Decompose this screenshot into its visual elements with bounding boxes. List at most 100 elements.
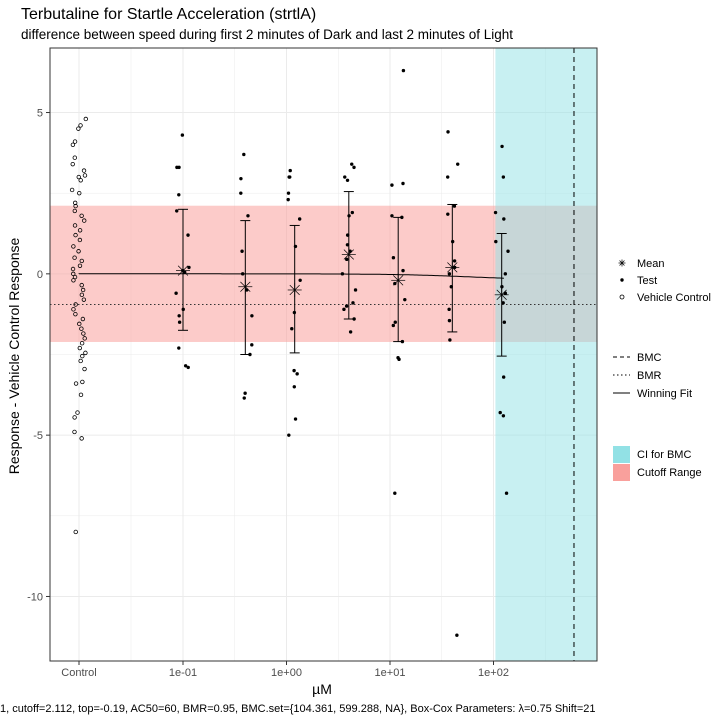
legend-label: Cutoff Range	[637, 467, 702, 479]
mean-marker	[238, 279, 253, 294]
test-point	[177, 314, 181, 318]
vehicle-control-point	[81, 331, 86, 336]
test-point	[175, 209, 179, 213]
vehicle-control-point	[79, 341, 85, 346]
x-tick-label: 1e+01	[375, 667, 406, 679]
test-point	[455, 633, 459, 637]
chart-title: Terbutaline for Startle Acceleration (st…	[21, 6, 316, 23]
test-point	[293, 417, 298, 421]
vehicle-control-point	[78, 178, 83, 183]
vehicle-control-point	[72, 155, 77, 160]
test-point	[502, 217, 506, 221]
test-point	[353, 288, 358, 292]
vehicle-control-point	[72, 223, 78, 228]
test-point	[242, 396, 246, 400]
vehicle-control-point	[72, 208, 78, 214]
ci-bmc-band	[495, 48, 597, 661]
vehicle-control-point	[80, 379, 85, 385]
test-point	[401, 68, 406, 73]
legend-label: Vehicle Control	[637, 292, 711, 304]
vehicle-control-point	[73, 203, 78, 209]
chart-subtitle: difference between speed during first 2 …	[21, 27, 513, 42]
test-point	[501, 375, 506, 379]
mean-marker-stroke	[393, 275, 404, 286]
legend-fill-swatch	[613, 446, 630, 463]
test-point	[391, 256, 396, 260]
x-axis-title: µM	[312, 681, 332, 697]
vehicle-control-point	[77, 263, 83, 268]
test-point	[239, 191, 243, 195]
test-point	[177, 320, 182, 324]
y-tick-label: 0	[37, 269, 43, 281]
test-point	[246, 214, 250, 218]
legend-item-asterisk: Mean	[618, 258, 665, 270]
vehicle-control-point	[81, 168, 87, 173]
legend-open-circle-icon	[619, 294, 625, 300]
mean-marker	[341, 247, 356, 262]
legend-label: BMC	[637, 352, 662, 364]
x-tick-label: 1e+00	[271, 667, 302, 679]
vehicle-control-point	[80, 353, 85, 359]
test-point	[446, 130, 450, 134]
vehicle-control-point	[82, 173, 88, 178]
vehicle-control-point	[80, 287, 86, 293]
mean-marker	[176, 263, 190, 278]
mean-marker	[445, 260, 460, 275]
test-point	[493, 210, 498, 215]
legend-item-dot: Test	[620, 275, 657, 287]
legend-label: BMR	[637, 370, 662, 382]
vehicle-control-point	[77, 237, 83, 243]
vehicle-control-point	[78, 392, 84, 398]
test-point	[345, 257, 349, 262]
mean-marker	[494, 287, 509, 302]
test-point	[504, 491, 509, 495]
test-point	[393, 491, 397, 495]
test-point	[345, 243, 350, 247]
mean-marker-stroke	[619, 260, 625, 266]
test-point	[186, 233, 190, 237]
mean-marker-stroke	[496, 289, 507, 300]
test-point	[239, 176, 243, 181]
test-point	[180, 133, 185, 137]
mean-marker-stroke	[343, 249, 354, 260]
footer-note: 1, cutoff=2.112, top=-0.19, AC50=60, BMR…	[0, 703, 596, 715]
test-point	[340, 272, 345, 276]
vehicle-control-point	[72, 139, 78, 144]
test-point	[290, 326, 294, 331]
vehicle-control-point	[79, 282, 84, 288]
legend-item-solid: Winning Fit	[613, 388, 692, 400]
legend-item-dotted: BMR	[613, 370, 662, 382]
test-point	[350, 210, 355, 215]
test-point	[177, 346, 181, 350]
vehicle-control-point	[71, 307, 76, 312]
test-point	[401, 268, 405, 273]
plot-panel	[49, 47, 598, 662]
mean-marker-stroke	[240, 281, 251, 292]
vehicle-control-point	[73, 311, 78, 317]
legend-item-dashed: BMC	[613, 352, 662, 364]
test-point	[390, 214, 394, 218]
legend: Mean Test Vehicle Control BMC BMR Winning Fit…	[613, 258, 711, 481]
vehicle-control-point	[72, 255, 77, 260]
test-point	[186, 365, 190, 370]
mean-marker-stroke	[289, 284, 300, 296]
test-point	[243, 391, 247, 395]
legend-label: CI for BMC	[637, 449, 691, 461]
legend-item-open-circle: Vehicle Control	[619, 292, 711, 304]
test-point	[352, 165, 356, 170]
test-point	[240, 249, 244, 253]
test-point	[343, 175, 347, 179]
vehicle-control-point	[83, 350, 88, 356]
vehicle-control-point	[80, 316, 86, 322]
vehicle-control-point	[75, 410, 80, 415]
vehicle-control-point	[76, 126, 81, 131]
y-tick-label: 5	[37, 108, 43, 120]
test-point	[494, 239, 498, 244]
test-point	[391, 323, 396, 328]
vehicle-control-point	[82, 336, 87, 341]
test-point	[292, 385, 296, 389]
test-point	[351, 301, 355, 305]
test-point	[447, 318, 452, 323]
test-point	[344, 304, 349, 308]
